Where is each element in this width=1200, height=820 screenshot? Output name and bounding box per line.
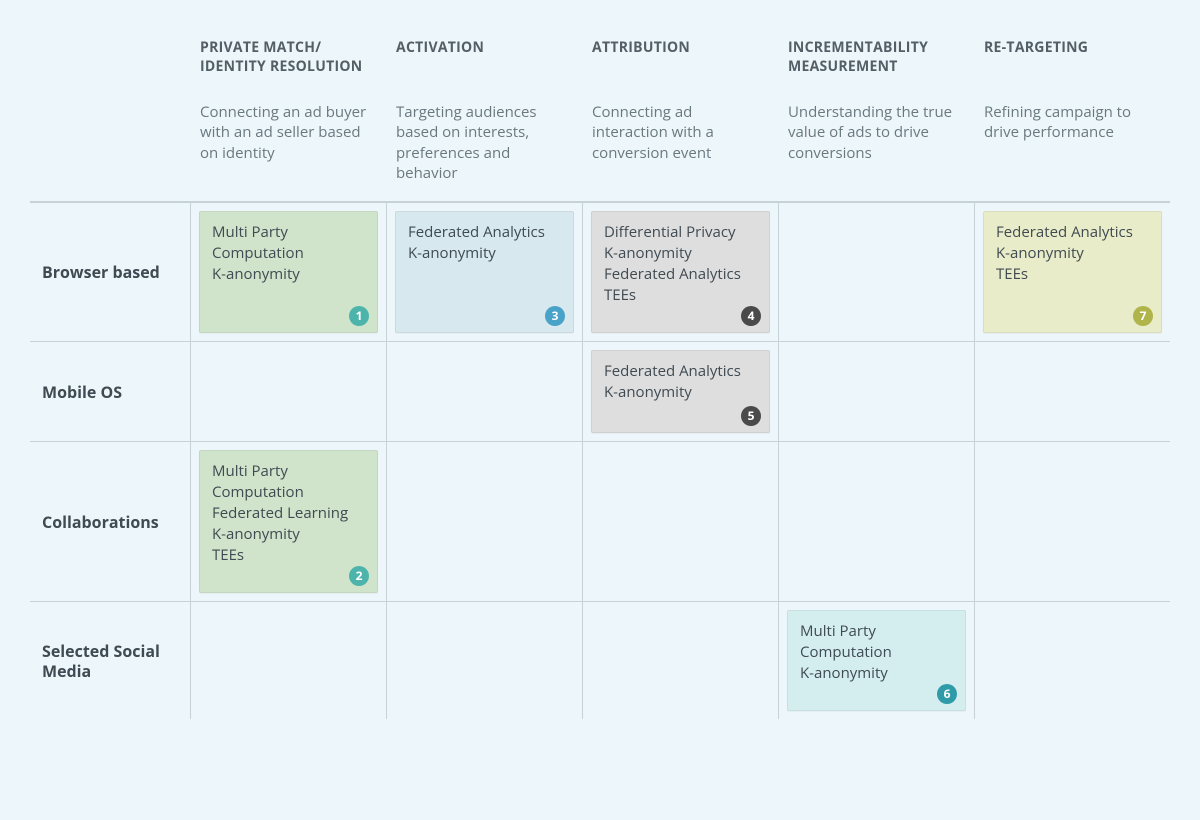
cell-r3c3: Multi Party Computation K-anonymity 6 (778, 601, 974, 719)
card-r0c4: Federated Analytics K-anonymity TEEs 7 (983, 211, 1162, 333)
cell-r1c1 (386, 341, 582, 441)
col-header-2: ATTRIBUTION (582, 20, 778, 98)
col-sub-4: Refining campaign to drive performance (974, 98, 1170, 202)
cell-r3c0 (190, 601, 386, 719)
card-r0c0: Multi Party Computation K-anonymity 1 (199, 211, 378, 333)
card-line: K-anonymity (408, 243, 561, 264)
card-line: Multi Party Computation (212, 222, 365, 264)
row-header-1: Mobile OS (30, 341, 190, 441)
card-r3c3: Multi Party Computation K-anonymity 6 (787, 610, 966, 711)
col-header-4: RE-TARGETING (974, 20, 1170, 98)
card-line: Federated Analytics (996, 222, 1149, 243)
card-line: TEEs (604, 285, 757, 306)
card-line: Federated Analytics (408, 222, 561, 243)
cell-r3c1 (386, 601, 582, 719)
cell-r0c2: Differential Privacy K-anonymity Federat… (582, 202, 778, 341)
card-line: Federated Learning (212, 503, 365, 524)
row-header-0: Browser based (30, 202, 190, 341)
col-sub-0: Connecting an ad buyer with an ad seller… (190, 98, 386, 202)
card-line: K-anonymity (212, 264, 365, 285)
card-line: K-anonymity (604, 382, 757, 403)
card-line: K-anonymity (212, 524, 365, 545)
card-r0c1: Federated Analytics K-anonymity 3 (395, 211, 574, 333)
corner-spacer (30, 20, 190, 98)
card-r2c0: Multi Party Computation Federated Learni… (199, 450, 378, 593)
cell-r1c3 (778, 341, 974, 441)
card-line: Multi Party Computation (212, 461, 365, 503)
card-line: Multi Party Computation (800, 621, 953, 663)
badge-5: 5 (741, 406, 761, 426)
row-header-2: Collaborations (30, 441, 190, 601)
cell-r1c4 (974, 341, 1170, 441)
card-line: K-anonymity (996, 243, 1149, 264)
badge-2: 2 (349, 566, 369, 586)
card-line: Federated Analytics (604, 361, 757, 382)
badge-3: 3 (545, 306, 565, 326)
badge-6: 6 (937, 684, 957, 704)
cell-r0c1: Federated Analytics K-anonymity 3 (386, 202, 582, 341)
col-sub-1: Targeting audiences based on interests, … (386, 98, 582, 202)
cell-r1c2: Federated Analytics K-anonymity 5 (582, 341, 778, 441)
cell-r0c3 (778, 202, 974, 341)
col-header-0: PRIVATE MATCH/ IDENTITY RESOLUTION (190, 20, 386, 98)
cell-r3c4 (974, 601, 1170, 719)
card-line: Differential Privacy (604, 222, 757, 243)
cell-r0c0: Multi Party Computation K-anonymity 1 (190, 202, 386, 341)
card-r0c2: Differential Privacy K-anonymity Federat… (591, 211, 770, 333)
cell-r2c1 (386, 441, 582, 601)
cell-r0c4: Federated Analytics K-anonymity TEEs 7 (974, 202, 1170, 341)
cell-r2c0: Multi Party Computation Federated Learni… (190, 441, 386, 601)
col-header-3: INCREMENTABILITY MEASUREMENT (778, 20, 974, 98)
badge-1: 1 (349, 306, 369, 326)
row-header-3: Selected Social Media (30, 601, 190, 719)
cell-r2c2 (582, 441, 778, 601)
col-header-1: ACTIVATION (386, 20, 582, 98)
matrix-grid: PRIVATE MATCH/ IDENTITY RESOLUTION ACTIV… (30, 20, 1170, 719)
card-line: TEEs (212, 545, 365, 566)
card-r1c2: Federated Analytics K-anonymity 5 (591, 350, 770, 433)
cell-r2c3 (778, 441, 974, 601)
card-line: K-anonymity (800, 663, 953, 684)
card-line: Federated Analytics (604, 264, 757, 285)
col-sub-2: Connecting ad interaction with a convers… (582, 98, 778, 202)
badge-4: 4 (741, 306, 761, 326)
cell-r3c2 (582, 601, 778, 719)
badge-7: 7 (1133, 306, 1153, 326)
corner-spacer-sub (30, 98, 190, 202)
cell-r1c0 (190, 341, 386, 441)
cell-r2c4 (974, 441, 1170, 601)
card-line: K-anonymity (604, 243, 757, 264)
card-line: TEEs (996, 264, 1149, 285)
col-sub-3: Understanding the true value of ads to d… (778, 98, 974, 202)
